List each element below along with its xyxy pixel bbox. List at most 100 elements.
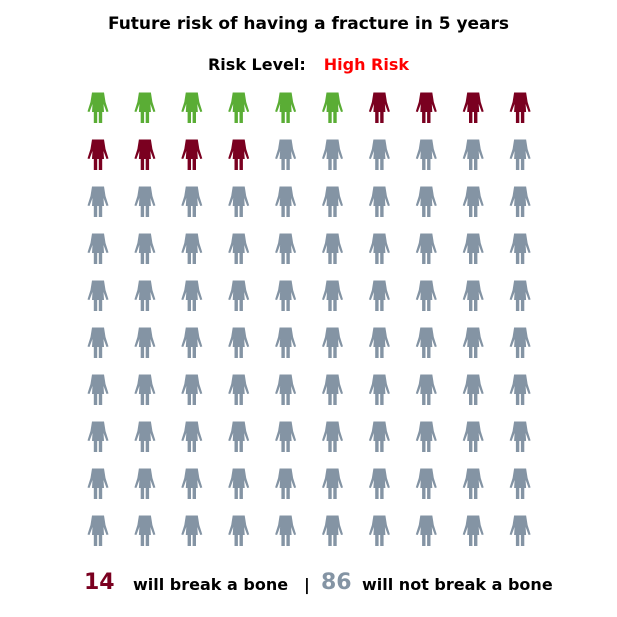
woman-icon [509, 327, 531, 358]
woman-icon [275, 139, 297, 170]
woman-icon [275, 327, 297, 358]
woman-icon [462, 374, 484, 405]
woman-icon [462, 327, 484, 358]
woman-icon [87, 515, 109, 546]
woman-icon [134, 280, 156, 311]
woman-icon [228, 186, 250, 217]
woman-icon [462, 468, 484, 499]
woman-icon [509, 280, 531, 311]
woman-icon [368, 515, 390, 546]
woman-icon [181, 139, 203, 170]
woman-icon [322, 233, 343, 264]
risk-level-value: High Risk [323, 55, 409, 74]
break-count: 14 [84, 570, 115, 595]
woman-icon [228, 139, 250, 170]
woman-icon [415, 515, 437, 546]
woman-icon [322, 327, 343, 358]
woman-icon [228, 468, 250, 499]
safe-count: 86 [321, 570, 352, 595]
woman-icon [134, 515, 156, 546]
woman-icon [228, 92, 250, 123]
woman-icon [509, 468, 531, 499]
risk-level-line: Risk Level: High Risk [0, 55, 617, 74]
woman-icon [415, 421, 437, 452]
woman-icon [368, 139, 390, 170]
woman-icon [87, 233, 109, 264]
woman-icon [462, 233, 484, 264]
woman-icon [275, 233, 297, 264]
woman-icon [228, 374, 250, 405]
woman-icon [228, 515, 250, 546]
woman-icon [87, 327, 109, 358]
woman-icon [87, 92, 109, 123]
woman-icon [134, 186, 156, 217]
woman-icon [181, 186, 203, 217]
woman-icon [368, 233, 390, 264]
woman-icon [275, 374, 297, 405]
woman-icon [228, 280, 250, 311]
woman-icon [275, 515, 297, 546]
woman-icon [228, 327, 250, 358]
woman-icon [509, 186, 531, 217]
woman-icon [415, 468, 437, 499]
summary-separator: | [304, 575, 310, 594]
woman-icon [368, 468, 390, 499]
woman-icon [509, 374, 531, 405]
woman-icon [322, 515, 343, 546]
woman-icon [368, 327, 390, 358]
woman-icon [275, 421, 297, 452]
woman-icon [134, 139, 156, 170]
woman-icon [181, 468, 203, 499]
woman-icon [87, 139, 109, 170]
woman-icon [87, 186, 109, 217]
woman-icon [87, 468, 109, 499]
woman-icon [415, 186, 437, 217]
woman-icon [415, 139, 437, 170]
woman-icon [322, 139, 343, 170]
woman-icon [181, 92, 203, 123]
woman-icon [275, 280, 297, 311]
woman-icon [181, 280, 203, 311]
chart-title: Future risk of having a fracture in 5 ye… [107, 14, 510, 34]
woman-icon [134, 374, 156, 405]
woman-icon [368, 374, 390, 405]
woman-icon [181, 421, 203, 452]
woman-icon [322, 421, 343, 452]
woman-icon [462, 515, 484, 546]
woman-icon [415, 92, 437, 123]
woman-icon [462, 280, 484, 311]
woman-icon [322, 92, 343, 123]
risk-level-label: Risk Level: [207, 55, 306, 74]
woman-icon [181, 233, 203, 264]
woman-icon [134, 421, 156, 452]
woman-icon [509, 92, 531, 123]
woman-icon [509, 233, 531, 264]
woman-icon [181, 515, 203, 546]
woman-icon [368, 186, 390, 217]
woman-icon [462, 92, 484, 123]
woman-icon [228, 421, 250, 452]
woman-icon [87, 421, 109, 452]
safe-text: will not break a bone [362, 575, 553, 594]
woman-icon [322, 468, 343, 499]
woman-icon [509, 139, 531, 170]
woman-icon [322, 186, 343, 217]
woman-icon [87, 280, 109, 311]
woman-icon [134, 233, 156, 264]
woman-icon [509, 421, 531, 452]
woman-icon [462, 139, 484, 170]
woman-icon [509, 515, 531, 546]
woman-icon [275, 186, 297, 217]
woman-icon [462, 421, 484, 452]
woman-icon [462, 186, 484, 217]
woman-icon [368, 280, 390, 311]
woman-icon [134, 92, 156, 123]
woman-icon [415, 374, 437, 405]
woman-icon [181, 327, 203, 358]
woman-icon [87, 374, 109, 405]
woman-icon [275, 468, 297, 499]
woman-icon [134, 468, 156, 499]
woman-icon [415, 233, 437, 264]
summary-line: 14 will break a bone | 86 will not break… [0, 570, 617, 600]
woman-icon [368, 421, 390, 452]
